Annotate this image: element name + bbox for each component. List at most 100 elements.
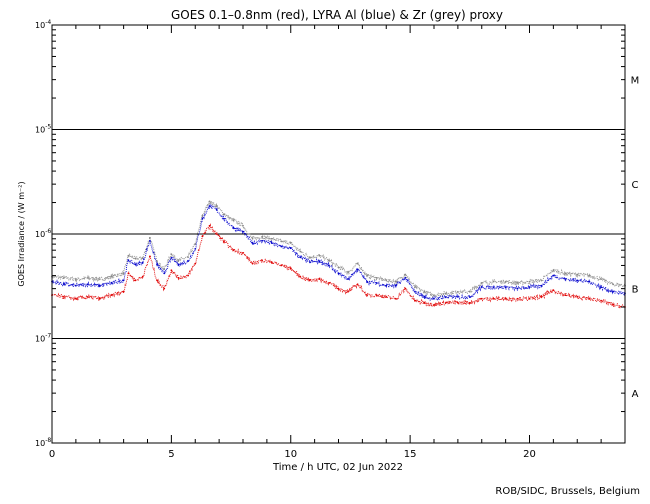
- data-point-blue: [177, 263, 180, 266]
- data-point-grey: [414, 286, 416, 289]
- data-point-grey: [423, 290, 426, 293]
- data-point-blue: [356, 268, 359, 271]
- data-point-grey: [170, 253, 173, 256]
- data-point-red: [552, 289, 555, 292]
- series-red: [51, 223, 626, 309]
- data-point-red: [74, 297, 77, 300]
- data-point-red: [540, 296, 543, 298]
- data-point-blue: [552, 274, 555, 277]
- data-point-grey: [576, 273, 579, 276]
- data-point-blue: [328, 264, 330, 267]
- data-point-grey: [187, 256, 189, 259]
- y-tick-label: 10-5: [35, 124, 51, 135]
- data-point-blue: [232, 226, 235, 229]
- data-point-red: [194, 262, 197, 265]
- data-point-red: [170, 269, 173, 272]
- data-point-red: [433, 303, 435, 306]
- flare-class-labels: M C B A: [631, 76, 640, 401]
- data-point-blue: [404, 277, 407, 279]
- data-point-red: [280, 264, 283, 267]
- y-tick-label: 10-7: [35, 333, 51, 344]
- data-point-blue: [127, 259, 130, 262]
- data-point-blue: [423, 296, 426, 298]
- data-point-red: [328, 282, 330, 284]
- data-point-red: [404, 287, 407, 290]
- data-point-red: [242, 251, 244, 254]
- data-point-red: [148, 255, 151, 258]
- data-point-red: [394, 297, 397, 300]
- data-point-grey: [134, 257, 137, 260]
- x-tick-label: 10: [284, 449, 297, 460]
- data-point-blue: [63, 283, 65, 286]
- data-point-grey: [318, 254, 321, 257]
- data-point-red: [564, 294, 567, 297]
- data-point-red: [318, 278, 321, 281]
- data-point-blue: [318, 260, 321, 263]
- data-point-blue: [289, 247, 292, 250]
- data-point-grey: [148, 236, 151, 239]
- data-point-blue: [134, 263, 137, 266]
- data-point-grey: [404, 273, 407, 276]
- data-point-grey: [177, 259, 180, 262]
- data-point-blue: [564, 278, 567, 281]
- data-point-blue: [299, 256, 302, 259]
- data-point-blue: [456, 296, 459, 298]
- data-point-grey: [251, 237, 254, 240]
- y-axis-label: GOES Irradiance / (W m⁻²): [17, 181, 26, 286]
- data-point-red: [375, 294, 378, 297]
- data-point-blue: [270, 242, 273, 244]
- data-point-red: [492, 297, 495, 300]
- data-point-red: [86, 296, 89, 298]
- series-trace-blue: [51, 203, 626, 302]
- data-point-grey: [564, 272, 567, 275]
- data-point-red: [141, 275, 144, 278]
- data-point-blue: [600, 286, 603, 289]
- data-point-red: [232, 249, 235, 252]
- data-point-grey: [156, 260, 158, 263]
- data-point-blue: [375, 282, 378, 284]
- data-point-red: [177, 277, 180, 279]
- data-point-grey: [612, 283, 614, 286]
- data-point-grey: [261, 235, 263, 238]
- data-point-red: [516, 297, 519, 300]
- footer-credit: ROB/SIDC, Brussels, Belgium: [495, 486, 640, 497]
- data-point-blue: [110, 282, 113, 284]
- data-point-red: [576, 296, 579, 298]
- data-point-grey: [540, 279, 543, 282]
- data-point-red: [215, 233, 218, 235]
- data-point-grey: [299, 250, 302, 253]
- data-point-blue: [201, 217, 204, 220]
- data-point-red: [385, 296, 388, 298]
- data-point-blue: [148, 239, 151, 242]
- data-point-red: [423, 301, 426, 304]
- data-point-red: [208, 224, 211, 227]
- x-axis-label: Time / h UTC, 02 Jun 2022: [272, 462, 403, 473]
- data-point-red: [366, 294, 369, 297]
- data-point-blue: [215, 209, 218, 211]
- data-point-red: [456, 301, 459, 304]
- data-point-blue: [122, 279, 125, 282]
- data-point-grey: [347, 271, 349, 274]
- data-point-blue: [170, 257, 173, 259]
- data-point-grey: [242, 224, 244, 227]
- y-tick-label: 10-8: [35, 437, 51, 448]
- data-point-blue: [588, 280, 591, 283]
- series-grey: [51, 200, 626, 299]
- data-point-grey: [328, 259, 330, 262]
- data-point-blue: [98, 284, 101, 287]
- data-point-blue: [480, 286, 483, 289]
- data-point-blue: [347, 278, 349, 281]
- data-point-blue: [394, 284, 397, 287]
- series-trace-grey: [51, 200, 626, 299]
- data-point-blue: [528, 286, 531, 289]
- data-point-red: [337, 287, 340, 290]
- data-point-blue: [366, 280, 369, 283]
- data-point-red: [600, 299, 603, 302]
- data-point-grey: [215, 205, 218, 207]
- data-point-blue: [308, 261, 311, 263]
- data-point-red: [480, 297, 483, 300]
- data-point-grey: [600, 278, 603, 281]
- data-point-blue: [208, 205, 211, 207]
- data-point-red: [201, 235, 204, 238]
- data-point-red: [347, 290, 349, 293]
